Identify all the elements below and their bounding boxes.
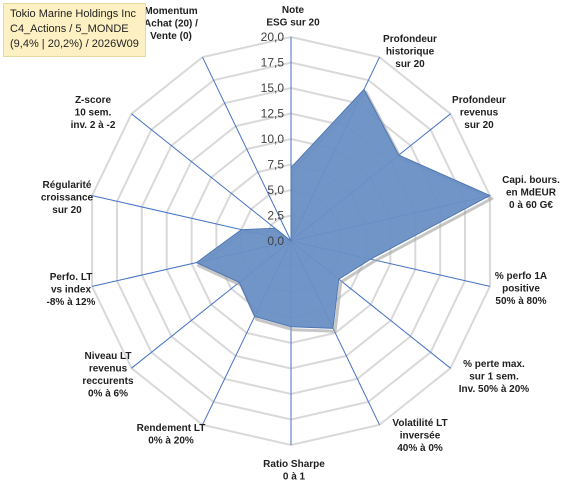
- axis-spoke: [202, 56, 292, 242]
- axis-label: Profondeur historique sur 20: [383, 34, 437, 70]
- axis-label: % perfo 1A positive 50% à 80%: [495, 271, 547, 307]
- tick-label: 5,0: [267, 183, 284, 197]
- axis-label: Volatilité LT inversée 40% à 0%: [392, 418, 447, 454]
- axis-label: Capi. bours. en MdEUR 0 à 60 G€: [502, 175, 560, 211]
- axis-label: Z-score 10 sem. inv. 2 à -2: [71, 95, 116, 131]
- tick-label: 15,0: [261, 81, 285, 95]
- axis-label: Momentum Achat (20) / Vente (0): [144, 6, 198, 42]
- tick-label: 0,0: [267, 234, 284, 248]
- tick-label: 12,5: [261, 107, 285, 121]
- chart-title-box: Tokio Marine Holdings Inc C4_Actions / 5…: [3, 3, 146, 57]
- axis-label: Ratio Sharpe 0 à 1: [263, 459, 325, 483]
- tick-label: 2,5: [267, 209, 284, 223]
- axis-label: % perte max. sur 1 sem. Inv. 50% à 20%: [459, 359, 530, 395]
- axis-label: Rendement LT 0% à 20%: [137, 423, 206, 447]
- axis-label: Perfo. LT vs index -8% à 12%: [47, 272, 96, 308]
- axis-label: Niveau LT revenus reccurents 0% à 6%: [82, 351, 134, 400]
- chart-title-line-2: C4_Actions / 5_MONDE: [10, 23, 129, 35]
- chart-title-line-3: (9,4% | 20,2%) / 2026W09: [10, 38, 139, 50]
- series-area: [195, 88, 492, 329]
- axis-spoke: [131, 113, 292, 242]
- tick-label: 10,0: [261, 132, 285, 146]
- tick-label: 17,5: [261, 56, 285, 70]
- axis-label: Régularité croissance sur 20: [41, 180, 94, 216]
- tick-label: 7,5: [267, 158, 284, 172]
- axis-label: Note ESG sur 20: [266, 5, 320, 29]
- chart-title-line-1: Tokio Marine Holdings Inc: [10, 8, 136, 20]
- tick-label: 20,0: [261, 30, 285, 44]
- axis-label: Profondeur revenus sur 20: [452, 95, 506, 131]
